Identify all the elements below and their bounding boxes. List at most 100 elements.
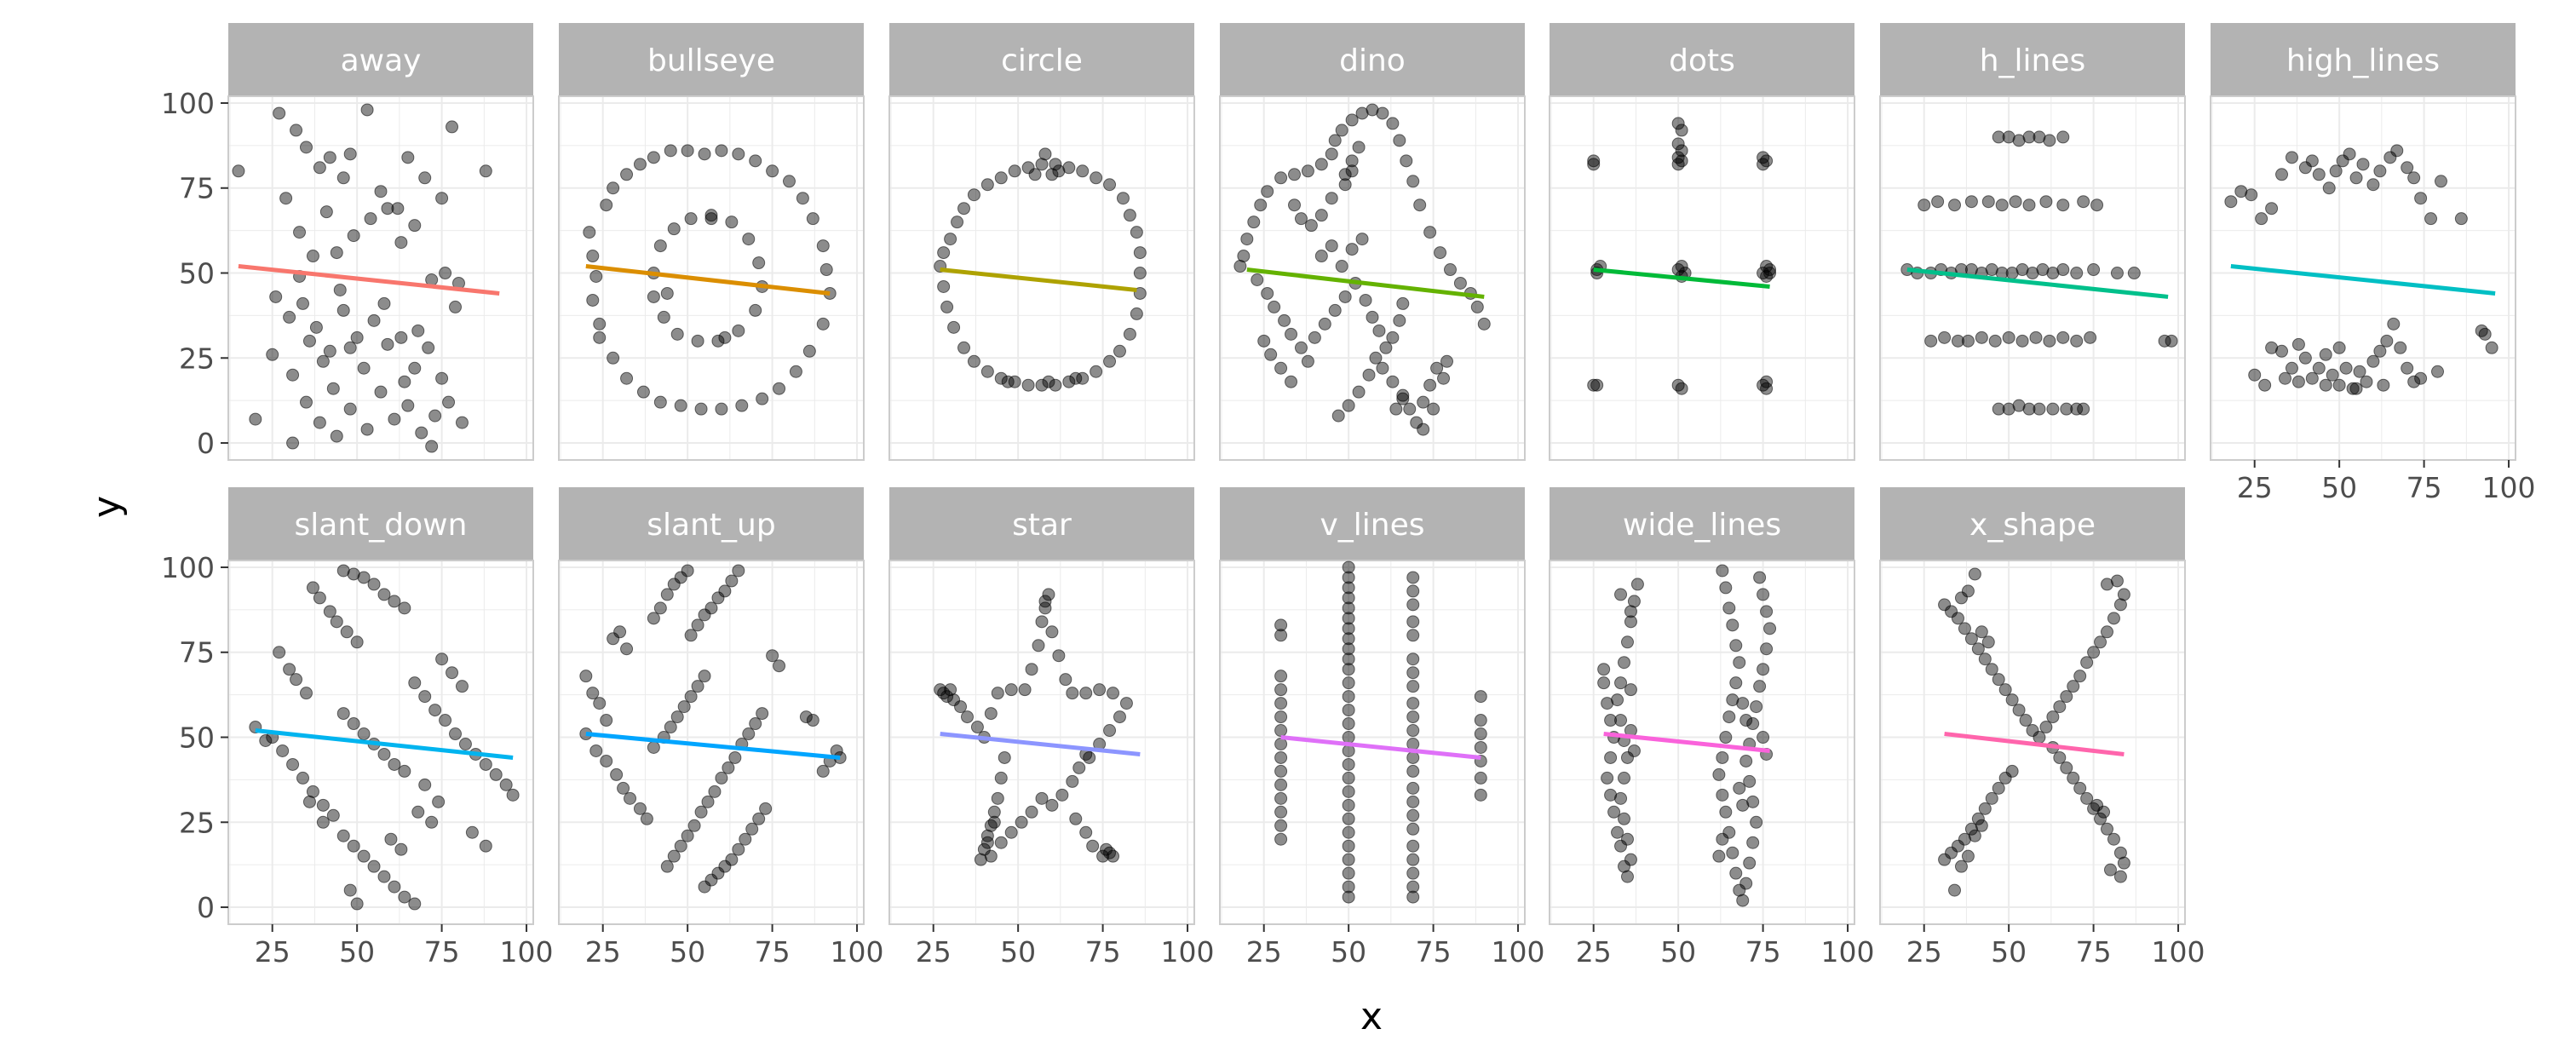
data-point [1369,351,1383,365]
data-point [1712,849,1726,863]
data-point [2002,130,2015,144]
data-point [2080,656,2094,670]
x-tick-label: 75 [2406,471,2442,504]
data-point [589,270,603,284]
data-point [1328,134,1342,147]
data-point [1049,158,1062,171]
data-point [357,849,371,863]
panel-strip [559,487,864,560]
panel-strip [1550,487,1854,560]
data-point [1406,598,1420,612]
data-point [2070,334,2084,348]
data-point [2015,334,2029,348]
data-point [2012,134,2026,147]
data-point [1406,764,1420,778]
data-point [1958,622,1971,635]
data-point [1035,158,1049,171]
panel-strip [228,487,533,560]
data-point [2339,361,2353,375]
data-point [704,212,718,226]
data-point [1951,612,1964,625]
data-point [1427,402,1440,416]
data-point [722,761,735,774]
data-point [1240,233,1254,246]
data-point [698,670,711,683]
data-point [782,175,796,188]
data-point [1470,300,1484,313]
strip-label: high_lines [2286,43,2440,78]
data-point [1342,676,1355,690]
data-points [579,564,847,894]
data-point [1261,286,1274,300]
data-point [249,412,262,426]
data-point [749,303,762,317]
x-tick-label: 100 [1821,935,1875,969]
data-point [2329,164,2343,178]
data-point [377,296,391,310]
data-point [954,700,968,714]
data-point [336,707,350,721]
data-point [1045,798,1059,812]
data-point [1274,778,1288,791]
data-point [1359,293,1372,307]
data-point [789,365,802,378]
data-point [1345,154,1359,168]
data-point [1675,124,1688,137]
data-point [1719,581,1733,595]
panel-wide-lines: wide_lines 25 50 75 100 [1549,487,1875,969]
data-point [2033,130,2046,144]
data-point [1951,839,1964,853]
data-point [1743,856,1757,870]
data-point [624,791,637,805]
data-point [1274,737,1288,750]
data-point [725,216,739,229]
data-point [1342,601,1355,615]
data-point [347,229,360,243]
data-point [1004,683,1018,697]
data-point [1750,700,1763,714]
x-tick-label: 25 [585,935,621,969]
grid-lines [228,96,533,460]
data-point [428,409,442,423]
data-point [2298,161,2312,175]
data-point [2022,198,2036,212]
data-point [1107,849,1120,863]
data-point [1985,263,1998,277]
data-point [2127,267,2141,280]
data-point [425,815,439,829]
data-point [2383,151,2397,164]
data-point [984,707,998,721]
data-point [2332,378,2346,392]
data-point [732,147,745,161]
data-point [1274,670,1288,683]
data-point [1278,313,1291,327]
data-point [374,385,388,399]
data-point [1590,378,1604,392]
data-point [350,897,364,911]
data-point [1607,805,1621,819]
data-point [1035,791,1049,805]
data-point [951,216,964,229]
data-point [299,687,313,700]
data-point [994,836,1008,849]
fit-line [1944,732,2125,756]
data-point [674,571,687,584]
data-point [1342,652,1355,666]
data-point [756,392,769,405]
data-point [660,859,674,873]
data-point [773,382,786,395]
data-point [1069,812,1083,825]
data-points [1938,567,2130,897]
data-point [446,666,459,680]
data-point [1671,137,1685,151]
panel-border [1219,95,1526,461]
data-point [418,778,432,791]
y-tick-label: 75 [179,636,215,670]
data-point [2360,375,2373,388]
data-point [2332,341,2346,354]
fit-line [2230,264,2496,296]
data-point [1035,615,1049,629]
data-point [2110,574,2124,588]
data-point [2073,781,2087,795]
